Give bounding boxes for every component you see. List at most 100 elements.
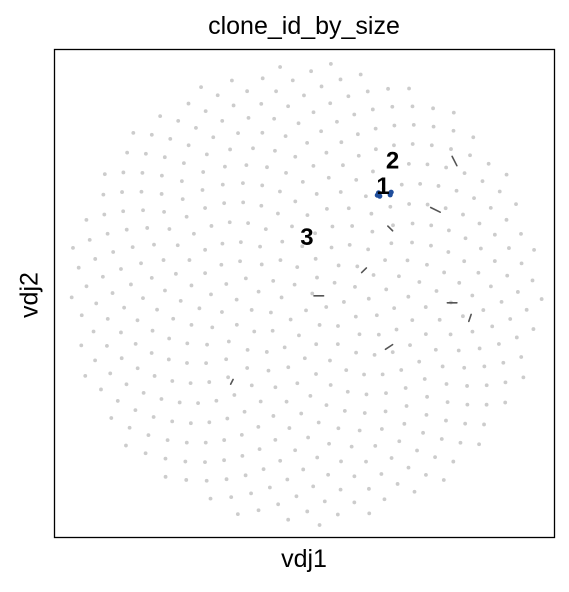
- background-point: [141, 390, 146, 395]
- background-point: [355, 264, 360, 269]
- background-point: [410, 221, 415, 226]
- background-point: [353, 314, 358, 319]
- background-point: [278, 458, 283, 463]
- background-point: [207, 380, 212, 384]
- background-point: [425, 394, 429, 399]
- background-point: [394, 327, 399, 332]
- background-point: [301, 467, 306, 472]
- background-points: [69, 62, 544, 527]
- background-point: [486, 161, 491, 166]
- background-point: [245, 89, 250, 94]
- background-point: [390, 350, 395, 355]
- background-point: [439, 437, 444, 441]
- background-point: [204, 361, 208, 366]
- background-point: [278, 189, 282, 194]
- background-point: [352, 474, 357, 479]
- background-point: [313, 231, 318, 236]
- background-point: [109, 416, 114, 420]
- background-point: [358, 72, 363, 77]
- background-point: [166, 357, 171, 362]
- background-point: [173, 271, 178, 276]
- background-point: [231, 103, 236, 108]
- background-point: [370, 229, 375, 234]
- background-point: [120, 190, 124, 194]
- background-point: [273, 437, 278, 442]
- background-point: [305, 140, 310, 145]
- background-point: [185, 341, 190, 346]
- background-point: [451, 110, 456, 115]
- background-point: [91, 329, 96, 334]
- background-point: [397, 439, 402, 444]
- background-point: [99, 387, 103, 392]
- background-point: [121, 170, 126, 175]
- background-point: [433, 347, 438, 352]
- background-point: [209, 224, 214, 228]
- background-point: [311, 484, 316, 489]
- background-point: [364, 392, 369, 397]
- background-point: [119, 356, 124, 361]
- background-point: [244, 163, 249, 167]
- background-point: [369, 211, 374, 216]
- background-point: [209, 292, 213, 297]
- background-point: [314, 342, 319, 347]
- background-point: [162, 209, 166, 214]
- background-point: [380, 372, 385, 377]
- background-point: [161, 258, 166, 262]
- background-point: [477, 221, 482, 226]
- background-point: [285, 477, 290, 482]
- background-point: [197, 306, 202, 311]
- background-point: [94, 301, 99, 306]
- background-point: [324, 150, 329, 155]
- background-point: [238, 240, 243, 245]
- background-point: [196, 401, 200, 406]
- cluster-labels: 12 3: [300, 148, 399, 252]
- background-point: [477, 346, 482, 351]
- background-point: [199, 85, 203, 89]
- background-point: [150, 328, 155, 333]
- background-point: [366, 296, 371, 301]
- background-point: [373, 126, 378, 131]
- background-point: [297, 333, 301, 338]
- background-point: [319, 129, 324, 134]
- background-point: [189, 283, 194, 288]
- background-point: [315, 275, 319, 280]
- background-point: [208, 496, 213, 501]
- background-point: [270, 328, 275, 333]
- background-point: [146, 433, 151, 438]
- background-point: [354, 350, 358, 355]
- background-point: [461, 212, 465, 217]
- background-point: [308, 393, 313, 398]
- background-point: [203, 460, 207, 464]
- background-point: [226, 375, 231, 380]
- background-point: [404, 404, 409, 408]
- background-point: [175, 243, 180, 248]
- background-point: [347, 242, 352, 247]
- background-point: [362, 372, 366, 377]
- background-point: [184, 478, 189, 482]
- background-point: [165, 438, 170, 443]
- background-point: [362, 411, 367, 415]
- background-point: [163, 474, 168, 479]
- background-point: [317, 523, 322, 527]
- background-point: [410, 240, 414, 245]
- background-point: [470, 329, 475, 334]
- background-point: [252, 329, 257, 334]
- background-point: [119, 267, 123, 271]
- background-point: [258, 399, 263, 404]
- background-point: [241, 200, 246, 205]
- background-point: [194, 125, 198, 130]
- background-point: [273, 148, 277, 153]
- background-point: [411, 122, 416, 127]
- background-point: [108, 371, 113, 376]
- background-point: [482, 422, 486, 427]
- background-point: [222, 438, 227, 442]
- background-point: [371, 169, 375, 174]
- background-point: [207, 420, 212, 425]
- background-point: [170, 379, 175, 383]
- x-axis-label: vdj1: [281, 545, 327, 573]
- background-point: [405, 258, 410, 263]
- background-point: [501, 360, 506, 365]
- background-point: [441, 478, 446, 482]
- background-point: [374, 313, 379, 318]
